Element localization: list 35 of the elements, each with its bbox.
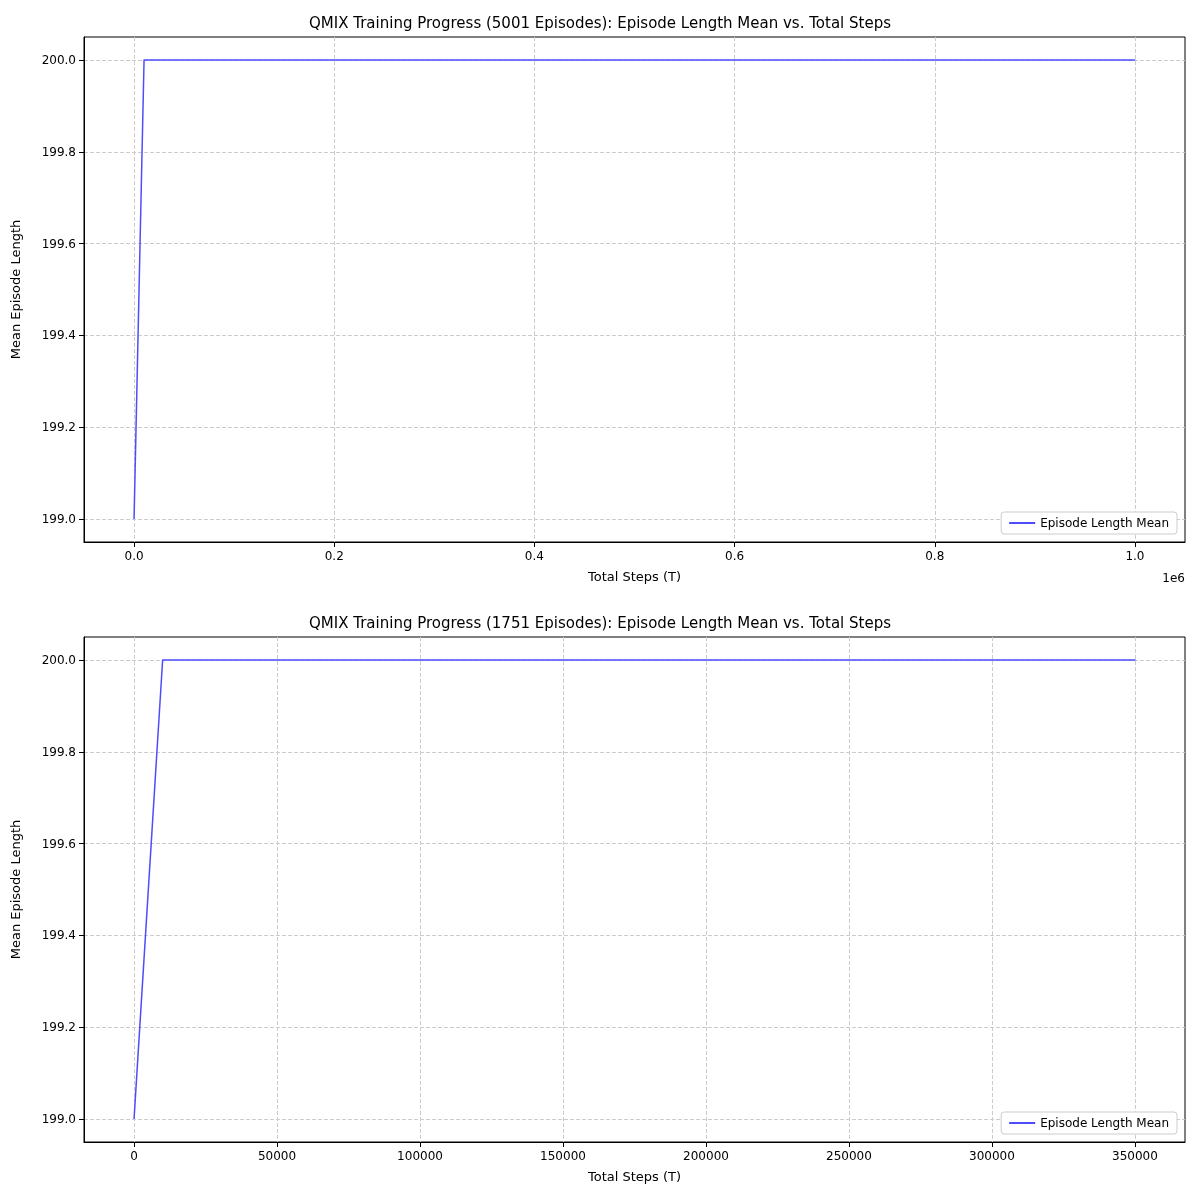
x-axis-title: Total Steps (T) xyxy=(586,569,682,584)
x-tick-label: 1.0 xyxy=(1125,549,1145,563)
x-tick-label: 0.2 xyxy=(324,549,344,563)
x-tick-label: 150000 xyxy=(540,1149,586,1163)
x-tick-label: 250000 xyxy=(826,1149,872,1163)
y-tick-label: 199.6 xyxy=(41,836,76,851)
y-axis-title: Mean Episode Length xyxy=(8,219,23,360)
x-tick-label: 350000 xyxy=(1112,1149,1158,1163)
y-tick-label: 199.6 xyxy=(41,236,76,251)
legend-label: Episode Length Mean xyxy=(1040,516,1169,530)
y-axis-title: Mean Episode Length xyxy=(8,819,23,960)
y-tick-label: 199.8 xyxy=(41,744,76,759)
y-tick-label: 199.2 xyxy=(41,1020,76,1035)
x-tick-label: 0.4 xyxy=(524,549,544,563)
legend-label: Episode Length Mean xyxy=(1040,1116,1169,1130)
chart-title: QMIX Training Progress (5001 Episodes): Episode Length Mean vs. Total Steps xyxy=(309,13,892,32)
x-tick-label: 0.6 xyxy=(725,549,745,563)
y-tick-label: 200.0 xyxy=(41,652,76,667)
x-tick-label: 0 xyxy=(130,1149,138,1163)
x-tick-label: 50000 xyxy=(257,1149,297,1163)
x-axis-title: Total Steps (T) xyxy=(586,1169,682,1184)
y-tick-label: 200.0 xyxy=(41,52,76,67)
x-tick-label: 100000 xyxy=(397,1149,443,1163)
y-tick-label: 199.4 xyxy=(41,928,76,943)
y-tick-label: 199.0 xyxy=(41,1112,76,1127)
x-tick-label: 0.0 xyxy=(124,549,144,563)
text: 1e6 xyxy=(1162,571,1185,585)
x-tick-label: 200000 xyxy=(683,1149,729,1163)
chart-title: QMIX Training Progress (1751 Episodes): Episode Length Mean vs. Total Steps xyxy=(309,613,892,632)
y-tick-label: 199.0 xyxy=(41,512,76,527)
y-tick-label: 199.2 xyxy=(41,420,76,435)
x-tick-label: 0.8 xyxy=(925,549,945,563)
x-tick-label: 300000 xyxy=(969,1149,1015,1163)
y-tick-label: 199.4 xyxy=(41,328,76,343)
y-tick-label: 199.8 xyxy=(41,144,76,159)
